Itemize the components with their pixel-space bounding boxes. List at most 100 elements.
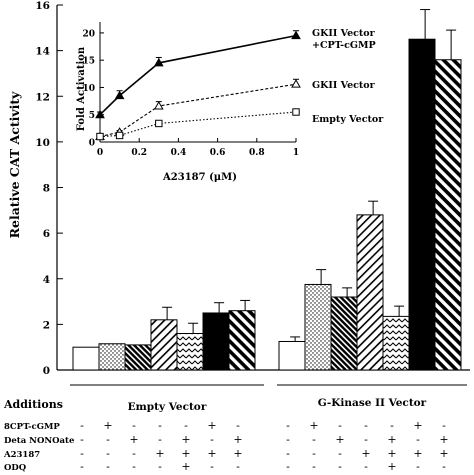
y-tick-label: 2 xyxy=(43,319,50,331)
bar xyxy=(408,38,436,371)
inset-line xyxy=(99,111,297,138)
group-label-gkii: G-Kinase II Vector xyxy=(318,397,427,409)
y-tick-label: 4 xyxy=(43,274,50,286)
addition-mark: - xyxy=(364,419,368,432)
y-tick-label: 8 xyxy=(43,183,50,195)
addition-mark: - xyxy=(338,447,342,460)
inset-x-tick-label: 0.6 xyxy=(210,148,226,158)
addition-mark: - xyxy=(132,419,136,432)
inset-x-label: A23187 (μM) xyxy=(162,172,237,183)
bar xyxy=(278,340,306,371)
inset-x-tick-label: 0.2 xyxy=(131,148,147,158)
addition-mark: - xyxy=(286,460,290,473)
bar xyxy=(228,310,256,371)
addition-mark: - xyxy=(338,419,342,432)
addition-mark: - xyxy=(312,447,316,460)
addition-mark: - xyxy=(80,419,84,432)
inset-x-tick-label: 1 xyxy=(293,148,299,158)
addition-mark: - xyxy=(286,447,290,460)
inset-line-chart: Fold Activation A23187 (μM) 0 0.2 0.4 0.6 0.… xyxy=(76,22,384,183)
addition-mark: + xyxy=(103,419,112,432)
bar xyxy=(150,319,178,371)
inset-point xyxy=(153,57,164,67)
addition-mark: - xyxy=(106,433,110,446)
addition-mark: + xyxy=(155,447,164,460)
addition-mark: - xyxy=(442,460,446,473)
addition-row-label: 8CPT-cGMP xyxy=(4,422,60,432)
bar xyxy=(176,333,204,371)
legend-empty: Empty Vector xyxy=(312,114,384,125)
addition-row-label: A23187 xyxy=(3,450,40,460)
inset-y-tick-label: 10 xyxy=(82,84,95,94)
addition-mark: - xyxy=(236,419,240,432)
addition-mark: + xyxy=(129,433,138,446)
addition-row-label: Deta NONOate xyxy=(4,436,75,446)
addition-mark: + xyxy=(361,447,370,460)
inset-point xyxy=(155,119,163,128)
y-tick-label: 10 xyxy=(35,137,50,149)
inset-point xyxy=(115,131,124,140)
addition-mark: + xyxy=(181,433,190,446)
inset-point xyxy=(96,132,104,141)
inset-x-tick-label: 0.8 xyxy=(249,148,265,158)
addition-mark: - xyxy=(390,419,394,432)
addition-mark: - xyxy=(132,460,136,473)
inset-line xyxy=(99,83,297,138)
addition-mark: + xyxy=(387,460,396,473)
bar xyxy=(382,315,410,371)
inset-point xyxy=(291,79,301,88)
y-tick-label: 14 xyxy=(35,46,50,58)
addition-mark: - xyxy=(80,460,84,473)
addition-mark: - xyxy=(364,433,368,446)
inset-series xyxy=(95,30,301,141)
y-tick-label: 16 xyxy=(35,0,50,12)
addition-mark: + xyxy=(335,433,344,446)
inset-point xyxy=(292,108,300,116)
addition-mark: - xyxy=(416,433,420,446)
bar xyxy=(304,283,332,371)
addition-mark: - xyxy=(364,460,368,473)
addition-mark: + xyxy=(387,433,396,446)
bar xyxy=(356,214,384,371)
addition-mark: - xyxy=(158,419,162,432)
addition-mark: - xyxy=(106,460,110,473)
group-label-empty: Empty Vector xyxy=(128,401,207,413)
addition-mark: - xyxy=(210,433,214,446)
bar xyxy=(202,312,230,371)
inset-x-tick-label: 0 xyxy=(97,148,103,158)
addition-mark: + xyxy=(387,447,396,460)
addition-mark: + xyxy=(413,447,422,460)
inset-y-tick-label: 15 xyxy=(82,57,95,67)
addition-mark: + xyxy=(309,419,318,432)
addition-mark: + xyxy=(207,419,216,432)
inset-y-tick-label: 5 xyxy=(89,111,95,121)
inset-line xyxy=(99,34,297,116)
addition-mark: - xyxy=(416,460,420,473)
inset-y-label: Fold Activation xyxy=(76,46,87,131)
bar xyxy=(72,346,100,371)
addition-mark: + xyxy=(207,447,216,460)
inset-point xyxy=(291,30,301,40)
addition-mark: + xyxy=(413,419,422,432)
inset-y-tick-label: 0 xyxy=(89,139,95,149)
addition-mark: - xyxy=(80,447,84,460)
addition-mark: + xyxy=(439,433,448,446)
addition-mark: + xyxy=(233,447,242,460)
addition-mark: - xyxy=(132,447,136,460)
addition-mark: - xyxy=(312,433,316,446)
bar xyxy=(98,343,126,371)
inset-x-tick-label: 0.4 xyxy=(171,148,187,158)
inset-point xyxy=(153,100,164,110)
bar xyxy=(124,344,152,371)
addition-mark: - xyxy=(184,419,188,432)
additions-table: 8CPT-cGMP - + - - - + - - + - - - + -Deta NONOate - - + - +… xyxy=(3,419,449,473)
bar-series xyxy=(72,9,462,371)
y-tick-label: 6 xyxy=(43,228,50,240)
bar xyxy=(330,296,358,371)
addition-mark: + xyxy=(181,460,190,473)
legend-gkii: GKII Vector xyxy=(312,80,376,91)
addition-mark: - xyxy=(80,433,84,446)
addition-mark: - xyxy=(236,460,240,473)
